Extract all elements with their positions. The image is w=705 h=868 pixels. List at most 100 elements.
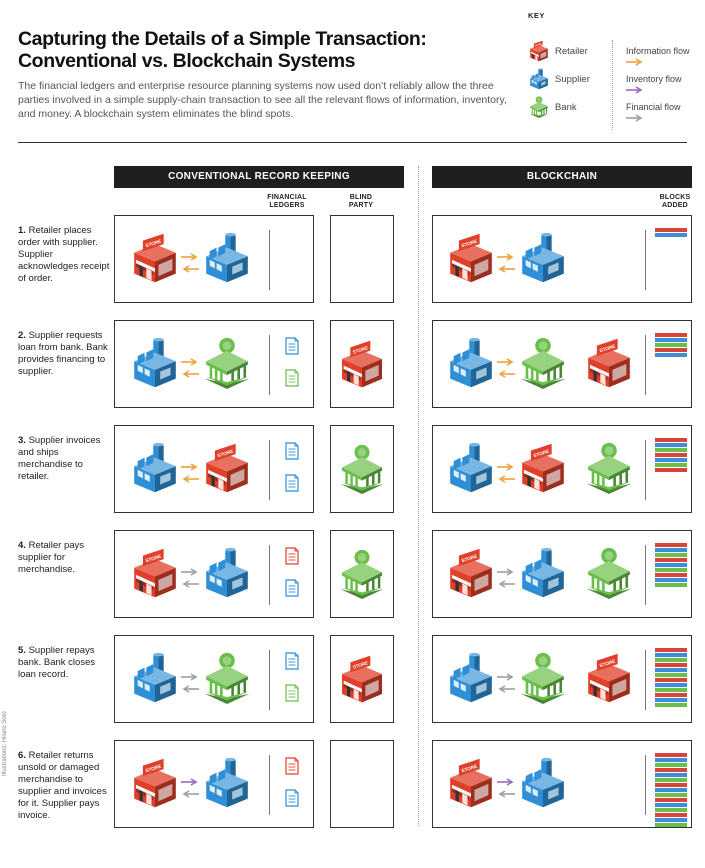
step-text: Retailer returns unsold or damaged merch… xyxy=(18,750,107,821)
block-bar xyxy=(655,798,687,802)
block-bar xyxy=(655,348,687,352)
blocks-added-label-line2: ADDED xyxy=(662,202,688,209)
block-bar xyxy=(655,788,687,792)
block-bar xyxy=(655,673,687,677)
bank-icon xyxy=(337,549,387,604)
flow-arrow-icon xyxy=(181,458,199,476)
block-bar xyxy=(655,333,687,337)
bank-icon xyxy=(337,444,387,499)
flow-arrow-icon xyxy=(497,785,515,803)
blind-party-box xyxy=(330,530,394,618)
block-bar xyxy=(655,578,687,582)
step-number: 3. xyxy=(18,435,26,446)
bank-icon xyxy=(528,96,550,118)
factory-icon xyxy=(201,757,253,814)
factory-icon xyxy=(517,757,569,814)
factory-icon xyxy=(528,68,550,90)
block-bar xyxy=(655,463,687,467)
svg-text:STORE: STORE xyxy=(352,660,368,670)
step-label: 2. Supplier requests loan from bank. Ban… xyxy=(18,330,110,378)
step-label: 3. Supplier invoices and ships merchandi… xyxy=(18,435,110,483)
store-icon: STORE xyxy=(337,654,387,709)
block-bar xyxy=(655,543,687,547)
block-bar xyxy=(655,758,687,762)
conventional-box: STORE xyxy=(114,740,314,828)
block-bar xyxy=(655,553,687,557)
section-divider xyxy=(418,166,419,826)
key-flow-1: Inventory flow xyxy=(626,74,682,94)
block-bar xyxy=(655,818,687,822)
factory-icon xyxy=(517,232,569,289)
key-flow-arrow-icon xyxy=(626,114,681,122)
blocks-divider xyxy=(645,755,646,815)
ledger-doc-icon xyxy=(285,474,299,497)
factory-icon xyxy=(129,652,181,709)
step-label: 6. Retailer returns unsold or damaged me… xyxy=(18,750,110,822)
flow-arrow-icon xyxy=(181,773,199,791)
bank-icon xyxy=(583,442,635,499)
block-bar xyxy=(655,453,687,457)
blind-party-box: STORE xyxy=(330,635,394,723)
blocks-divider xyxy=(645,545,646,605)
block-bar xyxy=(655,233,687,237)
block-bar xyxy=(655,338,687,342)
blockchain-box: STORE xyxy=(432,740,692,828)
ledger-doc-icon xyxy=(285,547,299,570)
flow-arrow-icon xyxy=(497,563,515,581)
block-bar xyxy=(655,548,687,552)
financial-ledgers-label-line2: LEDGERS xyxy=(269,202,305,209)
svg-text:STORE: STORE xyxy=(217,449,234,460)
blocks-stack xyxy=(655,228,687,238)
flow-arrow-icon xyxy=(497,773,515,791)
key-party-bank: Bank xyxy=(528,96,577,118)
block-bar xyxy=(655,698,687,702)
flow-arrow-icon xyxy=(497,470,515,488)
flow-arrow-icon xyxy=(497,668,515,686)
flow-arrow-icon xyxy=(181,248,199,266)
financial-ledgers-label-line1: FINANCIAL xyxy=(267,194,307,201)
store-icon: STORE xyxy=(129,547,181,604)
blind-party-label-line2: PARTY xyxy=(348,202,374,209)
svg-text:STORE: STORE xyxy=(145,554,162,565)
conventional-box: STORE xyxy=(114,215,314,303)
store-icon: STORE xyxy=(517,442,569,499)
bank-icon xyxy=(201,652,253,709)
blocks-divider xyxy=(645,440,646,500)
flow-arrow-icon xyxy=(497,353,515,371)
key-flow-label: Inventory flow xyxy=(626,74,682,84)
blind-party-box: STORE xyxy=(330,320,394,408)
conventional-box: STORE xyxy=(114,530,314,618)
block-bar xyxy=(655,778,687,782)
key-heading: KEY xyxy=(528,11,545,20)
step-number: 6. xyxy=(18,750,26,761)
page-title: Capturing the Details of a Simple Transa… xyxy=(18,28,427,72)
svg-text:STORE: STORE xyxy=(535,43,543,47)
ledger-divider xyxy=(269,650,270,710)
ledger-divider xyxy=(269,440,270,500)
block-bar xyxy=(655,558,687,562)
flow-arrow-icon xyxy=(181,353,199,371)
svg-text:STORE: STORE xyxy=(352,345,368,355)
block-bar xyxy=(655,813,687,817)
bank-icon xyxy=(583,547,635,604)
key-flow-label: Financial flow xyxy=(626,102,681,112)
ledger-doc-icon xyxy=(285,684,299,707)
block-bar xyxy=(655,683,687,687)
blockchain-box: STORE xyxy=(432,635,692,723)
block-bar xyxy=(655,763,687,767)
blind-party-box xyxy=(330,425,394,513)
step-number: 4. xyxy=(18,540,26,551)
ledger-divider xyxy=(269,545,270,605)
blockchain-box: STORE xyxy=(432,215,692,303)
block-bar xyxy=(655,773,687,777)
blocks-divider xyxy=(645,230,646,290)
ledger-doc-icon xyxy=(285,579,299,602)
blind-party-box xyxy=(330,740,394,828)
step-text: Supplier requests loan from bank. Bank p… xyxy=(18,330,108,377)
conventional-box xyxy=(114,635,314,723)
ledger-divider xyxy=(269,755,270,815)
block-bar xyxy=(655,228,687,232)
conventional-header: CONVENTIONAL RECORD KEEPING xyxy=(114,166,404,188)
ledger-doc-icon xyxy=(285,789,299,812)
step-text: Supplier invoices and ships merchandise … xyxy=(18,435,101,482)
